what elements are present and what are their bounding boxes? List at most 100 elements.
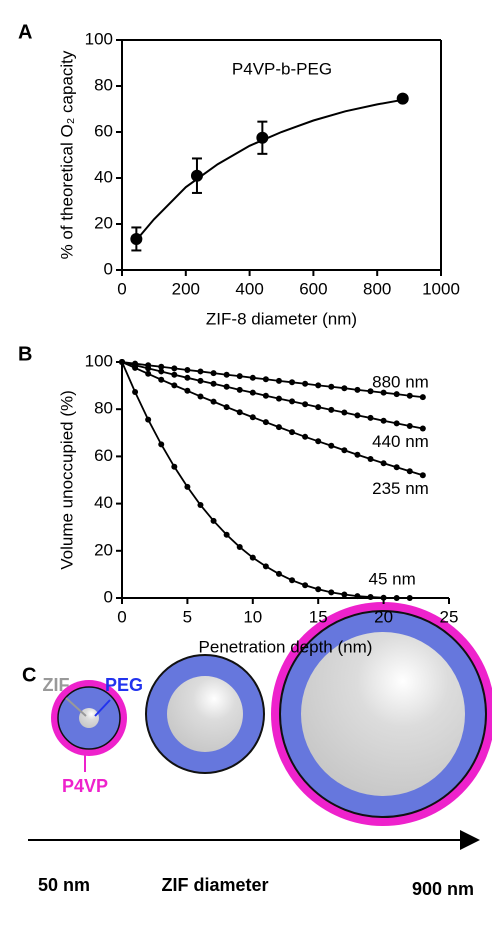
x-tick-label: 5 xyxy=(183,607,192,626)
axis-title: ZIF diameter xyxy=(161,875,268,895)
data-point xyxy=(328,589,335,596)
data-point xyxy=(289,577,296,584)
data-point xyxy=(289,429,296,436)
x-tick-label: 200 xyxy=(172,279,200,298)
data-point xyxy=(130,232,143,245)
y-axis-title: % of theoretical O₂ capacity xyxy=(57,50,76,259)
fit-curve xyxy=(135,98,403,241)
data-point xyxy=(302,582,309,589)
data-point xyxy=(354,412,361,419)
data-point xyxy=(393,391,400,398)
data-point xyxy=(275,377,282,384)
y-tick-label: 60 xyxy=(94,446,113,465)
data-point xyxy=(132,388,139,395)
data-point xyxy=(419,394,426,401)
data-point xyxy=(341,447,348,454)
data-point xyxy=(171,365,178,372)
data-point xyxy=(341,409,348,416)
data-point xyxy=(354,451,361,458)
data-point xyxy=(367,455,374,462)
data-point xyxy=(419,472,426,479)
data-point xyxy=(315,586,322,593)
data-point xyxy=(315,404,322,411)
leader-core xyxy=(65,697,87,717)
data-point xyxy=(380,594,387,601)
data-point xyxy=(249,414,256,421)
data-point xyxy=(249,554,256,561)
y-tick-label: 80 xyxy=(94,75,113,94)
data-point xyxy=(197,502,204,509)
axis-start: 50 nm xyxy=(38,875,90,895)
x-axis-title: Penetration depth (nm) xyxy=(199,637,373,656)
data-point xyxy=(275,395,282,402)
data-point xyxy=(380,417,387,424)
data-point xyxy=(419,425,426,432)
data-point xyxy=(145,416,152,423)
axis-end: 900 nm xyxy=(412,879,474,899)
data-point xyxy=(184,387,191,394)
data-point xyxy=(210,370,217,377)
y-tick-label: 100 xyxy=(85,29,113,48)
data-point xyxy=(236,544,243,551)
x-tick-label: 20 xyxy=(374,607,393,626)
data-point xyxy=(119,359,125,365)
data-point xyxy=(262,419,269,426)
corona-label: P4VP xyxy=(62,776,108,796)
data-point xyxy=(315,382,322,389)
x-tick-label: 0 xyxy=(117,279,126,298)
series-label: 880 nm xyxy=(372,373,429,392)
data-point xyxy=(158,363,165,370)
panel-c: C ZIF PEG P4VP 50 nm ZIF diameter 900 nm xyxy=(22,602,492,899)
core-label: ZIF xyxy=(43,675,70,695)
data-point xyxy=(184,367,191,374)
data-point xyxy=(354,386,361,393)
series-label: 45 nm xyxy=(369,569,416,588)
y-tick-label: 100 xyxy=(85,351,113,370)
data-point xyxy=(393,464,400,471)
data-point xyxy=(289,379,296,386)
data-point xyxy=(396,92,409,105)
data-point xyxy=(197,393,204,400)
x-tick-label: 1000 xyxy=(422,279,460,298)
data-point xyxy=(236,386,243,393)
data-point xyxy=(341,385,348,392)
y-tick-label: 40 xyxy=(94,167,113,186)
data-point xyxy=(406,468,413,475)
data-point xyxy=(393,420,400,427)
data-point xyxy=(275,424,282,431)
data-point xyxy=(223,531,230,538)
data-point xyxy=(406,422,413,429)
panel-label: C xyxy=(22,664,36,686)
data-point xyxy=(190,169,203,182)
data-point xyxy=(367,594,374,601)
data-point xyxy=(184,483,191,490)
shell-label: PEG xyxy=(105,675,143,695)
data-point xyxy=(289,398,296,405)
x-tick-label: 400 xyxy=(235,279,263,298)
data-point xyxy=(262,563,269,570)
series-label: 440 nm xyxy=(372,432,429,451)
data-point xyxy=(328,442,335,449)
data-point xyxy=(158,441,165,448)
data-point xyxy=(145,365,152,372)
data-point xyxy=(223,383,230,390)
particle-medium-core xyxy=(167,676,243,752)
data-point xyxy=(171,382,178,389)
data-point xyxy=(249,389,256,396)
x-tick-label: 0 xyxy=(117,607,126,626)
data-point xyxy=(341,591,348,598)
data-point xyxy=(197,377,204,384)
data-point xyxy=(210,517,217,524)
data-point xyxy=(302,433,309,440)
data-point xyxy=(367,414,374,421)
data-point xyxy=(197,368,204,375)
x-tick-label: 15 xyxy=(309,607,328,626)
data-point xyxy=(367,388,374,395)
data-point xyxy=(223,371,230,378)
data-point xyxy=(236,373,243,380)
data-point xyxy=(145,370,152,377)
data-point xyxy=(171,371,178,378)
data-point xyxy=(354,593,361,600)
data-point xyxy=(275,570,282,577)
